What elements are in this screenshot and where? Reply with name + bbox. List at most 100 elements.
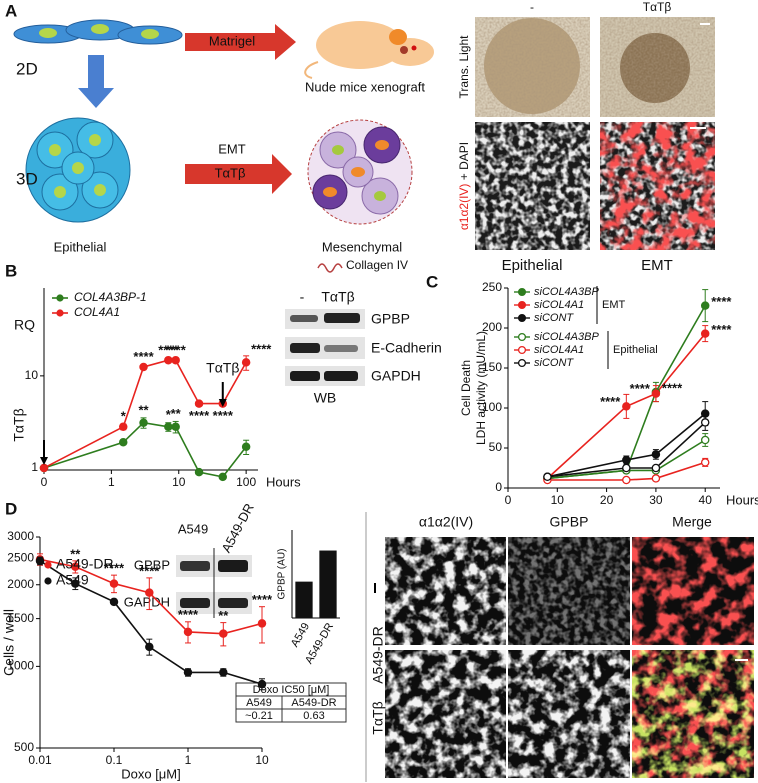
row-label: TαTβ bbox=[370, 701, 386, 734]
y-tick-label: 10 bbox=[25, 368, 39, 382]
y-tick-label: 1500 bbox=[7, 611, 34, 625]
table-header: A549-DR bbox=[291, 697, 336, 709]
y-tick-label: 500 bbox=[14, 740, 34, 754]
table-cell: 0.63 bbox=[303, 710, 324, 722]
data-point bbox=[622, 463, 631, 473]
legend-label: siCONT bbox=[534, 312, 574, 324]
body bbox=[316, 21, 404, 69]
significance: **** bbox=[104, 561, 125, 576]
band bbox=[180, 598, 210, 608]
significance: ** bbox=[70, 546, 81, 561]
series-line bbox=[547, 421, 706, 478]
eye bbox=[411, 45, 417, 51]
legend-marker bbox=[517, 287, 527, 297]
y-tick-label: 2500 bbox=[7, 551, 34, 565]
data-point bbox=[109, 597, 119, 607]
significance: **** bbox=[630, 381, 651, 396]
band-label: E-Cadherin bbox=[371, 340, 442, 356]
series-line bbox=[547, 439, 706, 480]
nucleus bbox=[374, 191, 386, 201]
band bbox=[324, 313, 360, 323]
band bbox=[290, 315, 318, 322]
nucleus bbox=[39, 28, 57, 38]
band-label: GPBP bbox=[371, 311, 410, 327]
column-header: Merge bbox=[672, 514, 712, 530]
significance: **** bbox=[133, 349, 154, 364]
legend-label: siCOL4A3BP bbox=[534, 286, 599, 298]
series-line bbox=[546, 333, 706, 479]
significance: **** bbox=[189, 408, 210, 423]
band bbox=[218, 598, 248, 608]
label-2d: 2D bbox=[16, 59, 38, 78]
legend-group: EMT bbox=[602, 299, 626, 311]
data-point bbox=[145, 642, 154, 652]
arrow-label: Matrigel bbox=[209, 33, 255, 48]
significance: **** bbox=[711, 294, 732, 309]
y-tick-label: 150 bbox=[482, 360, 502, 374]
data-point bbox=[183, 668, 193, 677]
tail bbox=[304, 61, 319, 79]
data-point bbox=[109, 579, 119, 588]
x-tick-label: 40 bbox=[699, 493, 713, 507]
image-grid bbox=[374, 537, 754, 778]
arrow bbox=[78, 55, 114, 108]
legend-marker bbox=[56, 309, 64, 317]
band-label: GAPDH bbox=[124, 594, 170, 609]
column-header: - bbox=[530, 0, 534, 14]
significance: **** bbox=[662, 380, 683, 395]
data-point bbox=[118, 438, 128, 447]
arrow-head bbox=[40, 457, 48, 465]
stain bbox=[632, 650, 754, 778]
table-title: Doxo IC50 [μM] bbox=[253, 684, 330, 696]
significance: ** bbox=[171, 406, 182, 421]
column-header: TαTβ bbox=[643, 0, 672, 14]
panel-label: C bbox=[426, 272, 438, 291]
data-point bbox=[651, 389, 661, 398]
data-point bbox=[700, 435, 710, 445]
bar bbox=[319, 550, 337, 618]
x-tick-label: 0 bbox=[505, 493, 512, 507]
nucleus bbox=[54, 186, 66, 198]
series-line bbox=[547, 412, 706, 478]
spheroid bbox=[25, 117, 131, 223]
row-label: Trans. Light bbox=[457, 35, 471, 99]
data-point bbox=[71, 562, 80, 572]
data-point bbox=[39, 463, 49, 473]
lane-label: A549 bbox=[178, 521, 208, 536]
collagen-stain bbox=[600, 122, 715, 250]
flat-cells bbox=[13, 19, 183, 45]
data-point bbox=[183, 627, 193, 637]
x-tick-label: 10 bbox=[172, 475, 186, 489]
x-tick-label: 10 bbox=[255, 753, 269, 767]
y-tick-label: 50 bbox=[489, 440, 503, 454]
band bbox=[324, 371, 358, 381]
data-point bbox=[651, 450, 661, 459]
lane-label: - bbox=[300, 289, 305, 305]
nucleus bbox=[323, 187, 337, 197]
y-axis-label: RQ bbox=[14, 317, 35, 333]
data-point bbox=[257, 619, 267, 628]
data-point bbox=[171, 355, 180, 365]
nuclei-stain bbox=[475, 122, 590, 250]
legend-label: siCOL4A1 bbox=[534, 344, 584, 356]
legend-label: siCOL4A1 bbox=[534, 299, 584, 311]
data-point bbox=[145, 588, 154, 597]
data-point bbox=[622, 475, 631, 485]
x-tick-label: 0.01 bbox=[28, 753, 52, 767]
y-tick-label: 0 bbox=[495, 480, 502, 494]
label-epithelial: Epithelial bbox=[54, 239, 107, 254]
legend-label: A549 bbox=[56, 572, 89, 588]
x-tick-label: 1 bbox=[108, 475, 115, 489]
data-point bbox=[35, 556, 45, 566]
significance: **** bbox=[251, 341, 272, 356]
x-tick-label: 0.1 bbox=[106, 753, 123, 767]
label-collagen: Collagen IV bbox=[346, 258, 408, 272]
nucleus bbox=[141, 29, 159, 39]
y-tick-label: 1 bbox=[31, 460, 38, 474]
significance: **** bbox=[711, 322, 732, 337]
y-tick-label: 200 bbox=[482, 320, 502, 334]
arrow bbox=[185, 24, 296, 60]
table bbox=[235, 682, 347, 723]
significance: **** bbox=[213, 408, 234, 423]
data-point bbox=[71, 579, 80, 588]
